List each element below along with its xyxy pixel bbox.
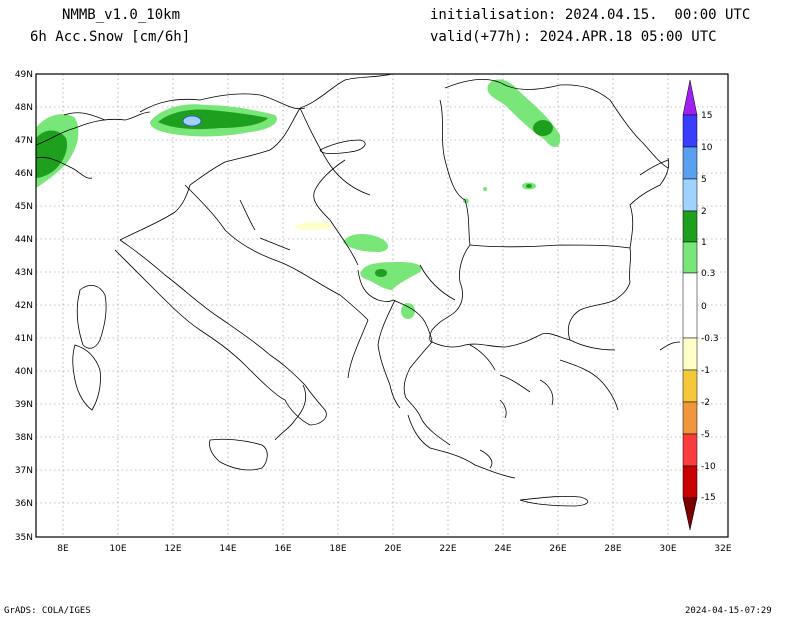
- lon-label-28e: 28E: [604, 544, 621, 554]
- snow-areas: [36, 79, 561, 319]
- legend-swatch-0-3: [682, 241, 698, 274]
- lon-label-10e: 10E: [109, 544, 126, 554]
- legend-swatch-neg-5: [682, 433, 698, 467]
- model-name: NMMB_v1.0_10km: [62, 7, 181, 23]
- lon-label-16e: 16E: [274, 544, 291, 554]
- legend-labels: 15 10 5 2 1 0.3 0 -0.3 -1 -2 -5 -10 -15: [701, 111, 719, 503]
- legend-swatch-neg-0-3: [682, 337, 698, 371]
- lon-label-18e: 18E: [329, 544, 346, 554]
- lat-label-46n: 46N: [15, 169, 33, 179]
- legend-swatch-1: [682, 210, 698, 243]
- lon-label-32e: 32E: [714, 544, 731, 554]
- legend-label-neg-0-3: -0.3: [701, 334, 719, 344]
- footer-credit: GrADS: COLA/IGES: [4, 606, 91, 616]
- legend-swatch-10: [682, 114, 698, 148]
- lon-label-26e: 26E: [549, 544, 566, 554]
- legend-label-10: 10: [701, 143, 713, 153]
- lat-label-43n: 43N: [15, 268, 33, 278]
- legend-swatch-neg-1: [682, 369, 698, 403]
- legend-swatch-5: [682, 146, 698, 180]
- lon-label-20e: 20E: [384, 544, 401, 554]
- field-name: 6h Acc.Snow [cm/6h]: [30, 29, 191, 45]
- legend-label-neg-10: -10: [701, 462, 716, 472]
- lat-label-41n: 41N: [15, 334, 33, 344]
- legend-label-5: 5: [701, 175, 707, 185]
- legend-swatch-2: [682, 178, 698, 212]
- lon-labels: 8E 10E 12E 14E 16E 18E 20E 22E 24E 26E 2…: [57, 544, 732, 554]
- legend-label-0: 0: [701, 302, 707, 312]
- legend-swatch-0: [682, 272, 698, 339]
- graticule: [36, 74, 728, 537]
- lat-labels: 49N 48N 47N 46N 45N 44N 43N 42N 41N 40N …: [15, 70, 33, 543]
- lat-label-49n: 49N: [15, 70, 33, 80]
- lon-label-8e: 8E: [57, 544, 69, 554]
- legend-arrow-bottom: [682, 497, 698, 531]
- valid-time: valid(+77h): 2024.APR.18 05:00 UTC: [430, 29, 717, 45]
- lat-label-38n: 38N: [15, 433, 33, 443]
- legend-label-neg-1: -1: [701, 366, 710, 376]
- lat-label-36n: 36N: [15, 499, 33, 509]
- lat-label-37n: 37N: [15, 466, 33, 476]
- lat-label-47n: 47N: [15, 136, 33, 146]
- lat-label-45n: 45N: [15, 202, 33, 212]
- init-time: initialisation: 2024.04.15. 00:00 UTC: [430, 7, 751, 23]
- footer-timestamp: 2024-04-15-07:29: [685, 606, 772, 616]
- legend-label-neg-5: -5: [701, 430, 710, 440]
- legend-swatch-neg-2: [682, 401, 698, 435]
- lat-label-44n: 44N: [15, 235, 33, 245]
- lon-label-22e: 22E: [439, 544, 456, 554]
- legend-colorbar: [682, 79, 698, 531]
- lon-label-14e: 14E: [219, 544, 236, 554]
- coastlines: [35, 73, 681, 507]
- map-frame: [35, 73, 729, 538]
- lat-label-35n: 35N: [15, 533, 33, 543]
- lat-label-40n: 40N: [15, 367, 33, 377]
- lat-label-39n: 39N: [15, 400, 33, 410]
- lon-label-12e: 12E: [164, 544, 181, 554]
- lat-label-48n: 48N: [15, 103, 33, 113]
- lon-label-24e: 24E: [494, 544, 511, 554]
- legend-label-1: 1: [701, 238, 707, 248]
- legend-swatch-neg-10: [682, 465, 698, 499]
- legend-label-0-3: 0.3: [701, 269, 715, 279]
- lat-label-42n: 42N: [15, 301, 33, 311]
- legend-label-15: 15: [701, 111, 712, 121]
- lon-label-30e: 30E: [659, 544, 676, 554]
- legend-label-2: 2: [701, 207, 707, 217]
- legend-label-neg-2: -2: [701, 398, 710, 408]
- legend-arrow-top: [682, 79, 698, 116]
- legend-label-neg-15: -15: [701, 493, 716, 503]
